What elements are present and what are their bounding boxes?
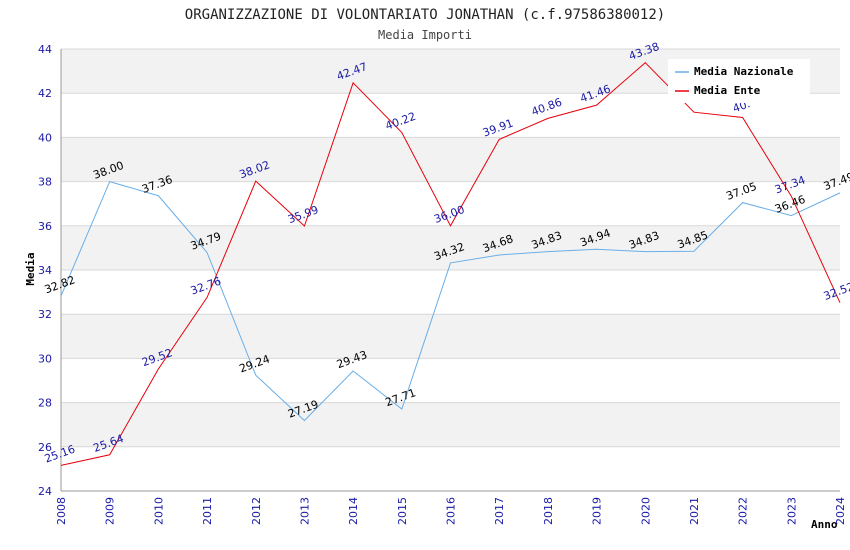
grid-bands (61, 49, 840, 447)
x-tick-label: 2010 (152, 497, 165, 525)
legend: Media Nazionale Media Ente (668, 59, 810, 103)
legend-box (668, 59, 810, 103)
y-tick-label: 38 (38, 176, 52, 189)
x-tick-label: 2024 (834, 497, 847, 525)
data-label: 32.52 (822, 280, 850, 303)
y-axis-label: Media (24, 252, 37, 285)
grid-band (61, 137, 840, 182)
grid-band (61, 314, 840, 359)
x-tick-label: 2016 (445, 497, 458, 525)
x-tick-label: 2013 (298, 497, 311, 525)
y-tick-label: 36 (38, 220, 52, 233)
data-label: 40.22 (384, 110, 418, 133)
chart-title: ORGANIZZAZIONE DI VOLONTARIATO JONATHAN … (185, 7, 665, 23)
x-tick-label: 2012 (250, 497, 263, 525)
grid-band (61, 402, 840, 447)
y-tick-labels: 24 26 28 30 32 34 36 38 40 42 44 (38, 43, 52, 498)
x-tick-label: 2015 (396, 497, 409, 525)
x-tick-label: 2014 (347, 497, 360, 525)
y-tick-label: 34 (38, 264, 52, 277)
x-tick-label: 2017 (493, 497, 506, 525)
chart-subtitle: Media Importi (378, 28, 472, 42)
x-tick-label: 2011 (201, 497, 214, 525)
y-tick-label: 30 (38, 352, 52, 365)
data-label: 32.76 (189, 275, 223, 298)
y-tick-label: 28 (38, 397, 52, 410)
x-tick-label: 2022 (737, 497, 750, 525)
y-tick-label: 42 (38, 87, 52, 100)
x-tick-label: 2018 (542, 497, 555, 525)
y-tick-label: 24 (38, 485, 52, 498)
data-label: 37.05 (724, 180, 758, 203)
x-tick-label: 2023 (785, 497, 798, 525)
data-label: 35.99 (286, 203, 320, 226)
y-tick-label: 26 (38, 441, 52, 454)
x-tick-labels: 2008 2009 2010 2011 2012 2013 2014 2015 2016 2017… (55, 497, 847, 525)
series-line-ente (60, 62, 841, 466)
x-tick-label: 2020 (639, 497, 652, 525)
data-label: 36.46 (773, 193, 807, 216)
series-line-nazionale (60, 180, 841, 422)
x-axis-label: Anno (811, 518, 838, 531)
y-tick-label: 44 (38, 43, 52, 56)
y-tick-label: 32 (38, 308, 52, 321)
series-lines (60, 62, 841, 466)
axes (60, 49, 840, 492)
data-label: 39.91 (481, 117, 515, 140)
x-tick-label: 2021 (688, 497, 701, 525)
x-tick-label: 2008 (55, 497, 68, 525)
legend-label-nazionale: Media Nazionale (694, 65, 794, 78)
legend-label-ente: Media Ente (694, 84, 761, 97)
x-tick-label: 2019 (591, 497, 604, 525)
x-tick-label: 2009 (104, 497, 117, 525)
y-tick-label: 40 (38, 131, 52, 144)
